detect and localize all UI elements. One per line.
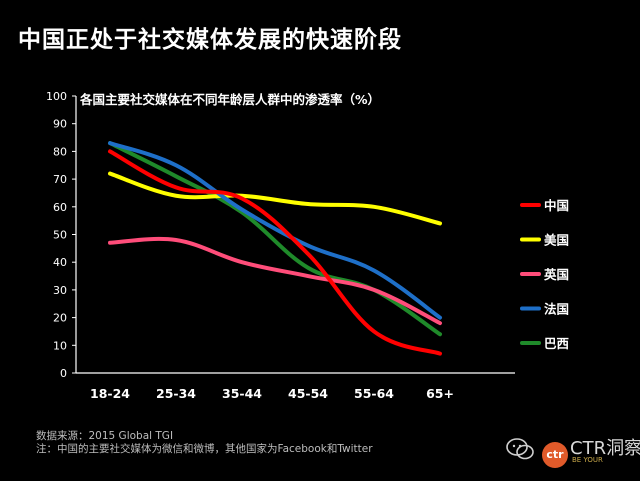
legend-label: 美国 — [544, 233, 569, 248]
x-tick-label: 55-64 — [354, 386, 394, 401]
y-tick-label: 0 — [60, 367, 67, 380]
y-tick-label: 20 — [53, 312, 67, 325]
series-line-0 — [108, 149, 442, 356]
x-tick-label: 35-44 — [222, 386, 262, 401]
legend-label: 法国 — [544, 302, 569, 317]
notes: 数据来源：2015 Global TGI 注：中国的主要社交媒体为微信和微博，其… — [36, 430, 373, 456]
page-title: 中国正处于社交媒体发展的快速阶段 — [18, 27, 402, 53]
y-tick-label: 100 — [46, 90, 67, 103]
y-tick-label: 70 — [53, 173, 67, 186]
series-line-3 — [108, 141, 442, 320]
legend-label: 巴西 — [544, 336, 569, 351]
series-line-1 — [108, 171, 442, 226]
ctr-logo: ctr — [542, 442, 568, 468]
x-tick-label: 18-24 — [90, 386, 130, 401]
x-tick-label: 25-34 — [156, 386, 196, 401]
brand-name: CTR洞察 — [570, 438, 640, 459]
legend-label: 英国 — [544, 267, 569, 282]
legend-label: 中国 — [544, 198, 569, 213]
x-tick-label: 45-54 — [288, 386, 328, 401]
chart-axes: 0 10 20 30 40 50 60 70 80 90 100 18-24 25-34 35-44 45-… — [46, 90, 515, 401]
y-tick-label: 50 — [53, 229, 67, 242]
y-tick-label: 90 — [53, 118, 67, 131]
y-tick-label: 10 — [53, 339, 67, 352]
y-tick-label: 80 — [53, 145, 67, 158]
series-layer — [108, 141, 442, 356]
x-tick-label: 65+ — [426, 386, 454, 401]
y-tick-label: 30 — [53, 284, 67, 297]
chart-title: 各国主要社交媒体在不同年龄层人群中的渗透率（%） — [79, 92, 380, 107]
watermark: ctr CTR洞察 BE YOUR — [498, 432, 640, 472]
y-tick-label: 60 — [53, 201, 67, 214]
y-tick-label: 40 — [53, 256, 67, 269]
wechat-icon — [506, 438, 534, 460]
source-note: 数据来源：2015 Global TGI — [36, 430, 174, 442]
series-line-2 — [108, 236, 442, 326]
footnote: 注：中国的主要社交媒体为微信和微博，其他国家为Facebook和Twitter — [36, 443, 373, 455]
brand-sub: BE YOUR — [572, 456, 603, 464]
